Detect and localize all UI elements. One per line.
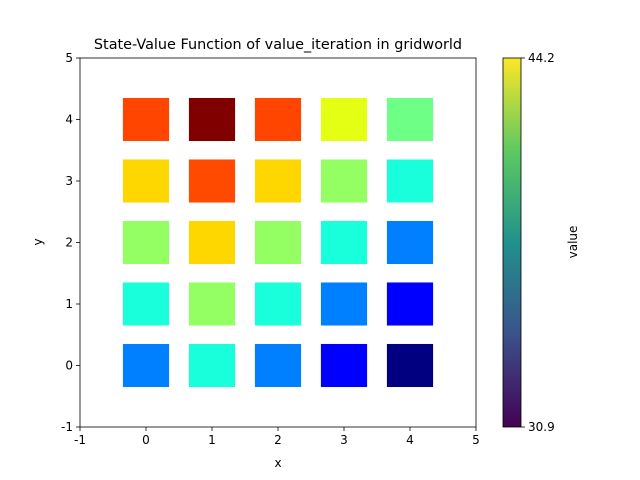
grid-cell [320,159,368,203]
y-tick-label: 1 [65,297,73,311]
y-tick-label: 2 [65,236,73,250]
colorbar-max-label: 44.2 [528,51,555,65]
grid-cell [254,159,302,203]
x-tick-label: 0 [142,433,150,447]
grid-cell [254,282,302,326]
y-tick-label: 3 [65,174,73,188]
grid-cell [188,159,236,203]
grid-cell [122,220,170,265]
y-axis-label: y [31,238,45,245]
plot-area: -1 0 1 2 3 4 5 -1 0 1 2 3 4 5 [61,51,480,447]
x-axis-label: x [274,456,281,470]
grid-cell [188,282,236,326]
grid-cell [188,220,236,265]
grid-cell [320,97,368,142]
x-tick-label: 1 [208,433,216,447]
y-tick-label: 0 [65,359,73,373]
grid-cell [254,343,302,388]
grid-cell [254,220,302,265]
grid-cell [386,159,434,203]
colorbar-label: value [566,226,580,259]
grid-cell [386,343,434,388]
grid-cell [122,159,170,203]
y-tick-label: -1 [61,420,73,434]
x-tick-label: 4 [406,433,414,447]
grid-cell [188,343,236,388]
grid-cell [122,282,170,326]
colorbar: 44.2 30.9 value [502,51,580,434]
grid-cell [320,343,368,388]
x-axis-ticks: -1 0 1 2 3 4 5 [74,427,480,447]
heatmap-cells [122,97,434,388]
grid-cell [254,97,302,142]
x-tick-label: 2 [274,433,282,447]
colorbar-min-label: 30.9 [528,420,555,434]
x-tick-label: -1 [74,433,86,447]
colorbar-fill [502,57,522,428]
x-tick-label: 3 [340,433,348,447]
chart-title: State-Value Function of value_iteration … [94,37,462,53]
grid-cell [320,282,368,326]
grid-cell [386,220,434,265]
grid-cell [320,220,368,265]
grid-cell [122,343,170,388]
x-tick-label: 5 [472,433,480,447]
grid-cell [386,282,434,326]
grid-cell [122,97,170,142]
y-axis-ticks: -1 0 1 2 3 4 5 [61,51,80,434]
grid-cell [188,97,236,142]
grid-cell [386,97,434,142]
y-tick-label: 4 [65,113,73,127]
y-tick-label: 5 [65,51,73,65]
